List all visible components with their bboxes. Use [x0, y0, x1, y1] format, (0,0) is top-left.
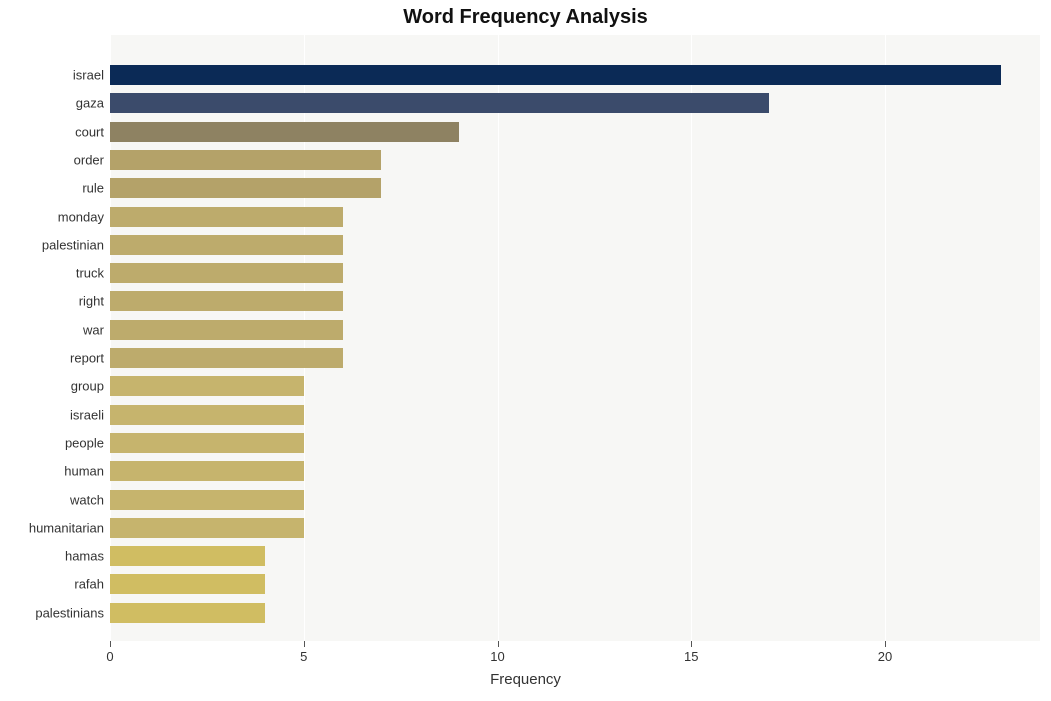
- y-tick-label: hamas: [65, 549, 104, 564]
- x-tick-label: 20: [878, 649, 892, 664]
- bar-monday: [110, 207, 343, 227]
- y-tick-label: gaza: [76, 96, 104, 111]
- bar-watch: [110, 490, 304, 510]
- y-tick-label: report: [70, 351, 104, 366]
- x-tick-label: 0: [106, 649, 113, 664]
- y-tick-label: human: [64, 464, 104, 479]
- x-tick-label: 5: [300, 649, 307, 664]
- chart-title: Word Frequency Analysis: [0, 6, 1051, 29]
- plot-area: [110, 35, 1040, 641]
- word-frequency-chart: Word Frequency Analysis israel gaza court o…: [0, 0, 1051, 701]
- bar-truck: [110, 263, 343, 283]
- x-tick-label: 10: [490, 649, 504, 664]
- y-tick-label: palestinian: [42, 237, 104, 252]
- bar-people: [110, 433, 304, 453]
- y-tick-label: humanitarian: [29, 520, 104, 535]
- bar-human: [110, 461, 304, 481]
- bar-order: [110, 150, 381, 170]
- x-tick-mark: [691, 641, 692, 647]
- bar-group: [110, 376, 304, 396]
- x-tick-mark: [304, 641, 305, 647]
- y-tick-label: order: [74, 152, 104, 167]
- bar-war: [110, 320, 343, 340]
- x-tick-mark: [498, 641, 499, 647]
- y-tick-label: israeli: [70, 407, 104, 422]
- bar-palestinians: [110, 603, 265, 623]
- grid-line: [498, 35, 499, 641]
- y-tick-label: rule: [82, 181, 104, 196]
- y-tick-label: group: [71, 379, 104, 394]
- bar-report: [110, 348, 343, 368]
- x-tick-mark: [885, 641, 886, 647]
- y-tick-label: court: [75, 124, 104, 139]
- bar-rafah: [110, 574, 265, 594]
- grid-line: [691, 35, 692, 641]
- bar-palestinian: [110, 235, 343, 255]
- bar-rule: [110, 178, 381, 198]
- bar-humanitarian: [110, 518, 304, 538]
- bar-israeli: [110, 405, 304, 425]
- bar-right: [110, 291, 343, 311]
- bar-hamas: [110, 546, 265, 566]
- bar-israel: [110, 65, 1001, 85]
- bar-gaza: [110, 93, 769, 113]
- x-axis: 05101520: [110, 641, 1040, 671]
- y-tick-label: monday: [58, 209, 104, 224]
- grid-line: [885, 35, 886, 641]
- y-tick-label: rafah: [74, 577, 104, 592]
- y-tick-label: truck: [76, 266, 104, 281]
- x-tick-mark: [110, 641, 111, 647]
- y-tick-label: palestinians: [35, 605, 104, 620]
- y-tick-label: right: [79, 294, 104, 309]
- x-axis-label: Frequency: [0, 671, 1051, 688]
- x-tick-label: 15: [684, 649, 698, 664]
- y-tick-label: israel: [73, 68, 104, 83]
- bar-court: [110, 122, 459, 142]
- y-tick-label: watch: [70, 492, 104, 507]
- y-tick-label: war: [83, 322, 104, 337]
- y-tick-label: people: [65, 435, 104, 450]
